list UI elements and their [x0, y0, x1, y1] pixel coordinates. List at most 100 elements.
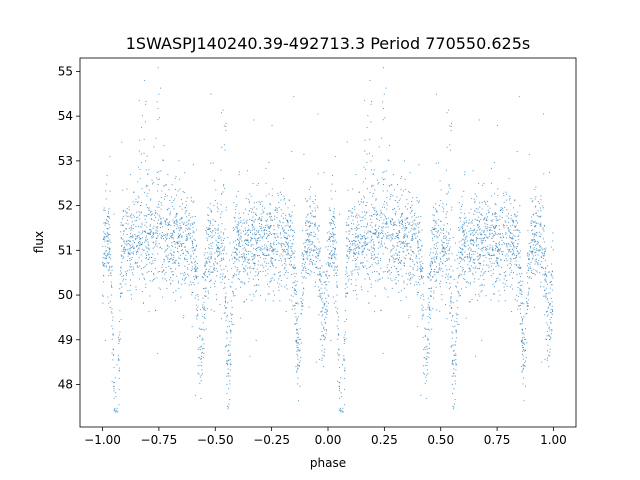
data-point	[184, 277, 186, 279]
data-point	[424, 347, 426, 349]
data-point	[394, 261, 396, 263]
data-point	[131, 269, 133, 271]
data-point	[389, 198, 391, 200]
data-point	[185, 249, 187, 251]
data-point	[230, 321, 232, 323]
data-point	[202, 322, 204, 324]
data-point	[538, 250, 540, 252]
data-point	[175, 290, 177, 292]
data-point	[146, 155, 148, 157]
data-point	[238, 279, 240, 281]
data-point	[147, 243, 149, 245]
data-point	[527, 263, 529, 265]
data-point	[163, 261, 165, 263]
data-point	[332, 254, 334, 256]
data-point	[388, 217, 390, 219]
data-point	[116, 364, 118, 366]
data-point	[521, 342, 523, 344]
data-point	[485, 203, 487, 205]
data-point	[451, 375, 453, 377]
data-point	[413, 263, 415, 265]
data-point	[142, 242, 144, 244]
data-point	[460, 251, 462, 253]
data-point	[535, 258, 537, 260]
data-point	[288, 213, 290, 215]
data-point	[405, 296, 407, 298]
data-point	[271, 259, 273, 261]
data-point	[266, 247, 268, 249]
data-point	[359, 216, 361, 218]
data-point	[160, 170, 162, 172]
data-point	[287, 220, 289, 222]
data-point	[370, 246, 372, 248]
data-point	[419, 278, 421, 280]
data-point	[456, 267, 458, 269]
data-point	[543, 274, 545, 276]
data-point	[299, 349, 301, 351]
data-point	[329, 207, 331, 209]
data-point	[208, 259, 210, 261]
data-point	[464, 271, 466, 273]
data-point	[510, 251, 512, 253]
data-point	[295, 340, 297, 342]
data-point	[283, 249, 285, 251]
data-point	[246, 219, 248, 221]
data-point	[547, 357, 548, 359]
data-point	[540, 215, 542, 217]
data-point	[216, 263, 218, 265]
data-point	[132, 252, 134, 254]
data-point	[236, 225, 238, 227]
data-point	[129, 244, 131, 246]
data-point	[459, 256, 461, 258]
data-point	[334, 269, 336, 271]
data-point	[426, 358, 428, 360]
data-point	[411, 224, 413, 226]
data-point	[443, 247, 445, 249]
data-point	[139, 241, 141, 243]
data-point	[547, 292, 549, 294]
data-point	[519, 256, 521, 258]
data-point	[539, 216, 541, 218]
data-point	[285, 241, 287, 243]
data-point	[179, 235, 181, 237]
data-point	[148, 233, 150, 235]
data-point	[366, 268, 368, 270]
data-point	[493, 227, 495, 229]
data-point	[362, 251, 364, 253]
data-point	[376, 214, 377, 216]
data-point	[449, 246, 451, 248]
data-point	[244, 270, 246, 272]
data-point	[225, 296, 227, 298]
data-point	[134, 220, 136, 222]
data-point	[520, 323, 522, 325]
data-point	[487, 237, 489, 239]
data-point	[376, 271, 378, 273]
data-point	[205, 260, 207, 262]
data-point	[366, 260, 368, 262]
data-point	[495, 217, 497, 219]
data-point	[249, 355, 251, 357]
data-point	[519, 231, 521, 233]
data-point	[478, 278, 480, 280]
data-point	[521, 291, 523, 293]
data-point	[434, 261, 436, 263]
data-point	[384, 270, 386, 272]
data-point	[539, 244, 541, 246]
data-point	[123, 248, 125, 250]
data-point	[503, 286, 505, 288]
data-point	[485, 202, 487, 204]
data-point	[233, 257, 235, 259]
data-point	[170, 283, 172, 285]
data-point	[271, 257, 273, 259]
data-point	[266, 213, 268, 215]
data-point	[201, 345, 202, 347]
data-point	[246, 250, 248, 252]
data-point	[385, 218, 387, 220]
data-point	[462, 227, 464, 229]
data-point	[521, 340, 523, 342]
data-point	[451, 206, 453, 208]
data-point	[157, 253, 159, 255]
data-point	[223, 305, 225, 307]
data-point	[479, 202, 481, 204]
data-point	[325, 333, 327, 335]
